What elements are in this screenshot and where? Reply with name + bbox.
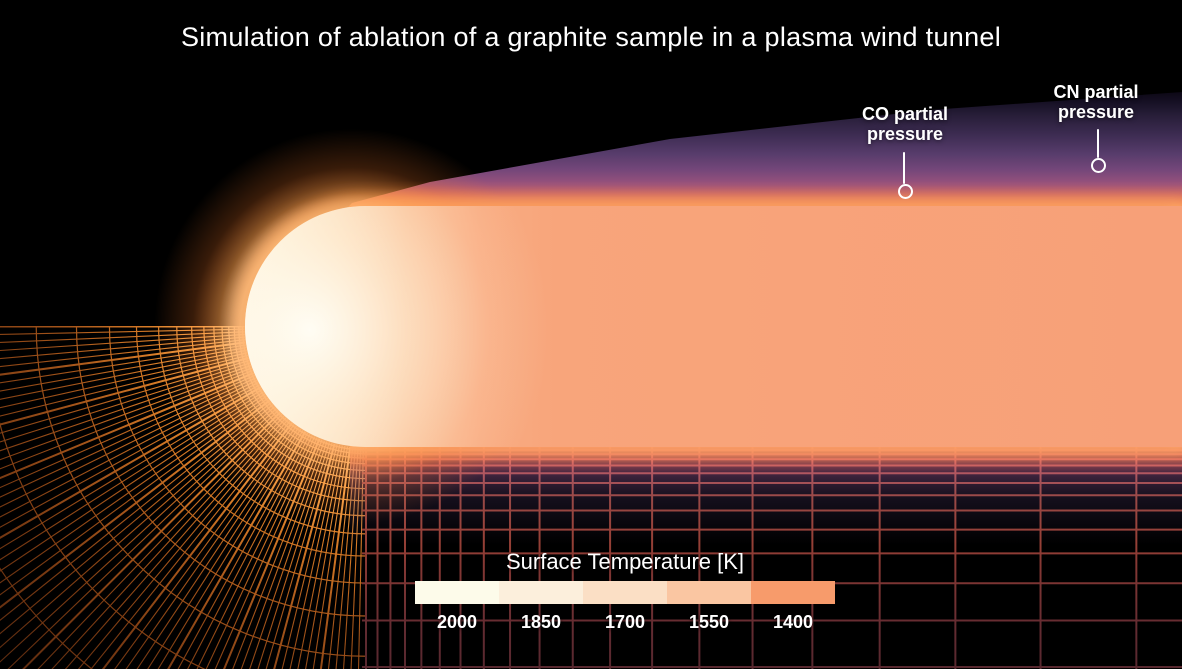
legend-tick-label: 1400 [772,612,814,632]
legend-tick-label: 2000 [436,612,478,632]
cn-leader-line-icon [1097,129,1099,158]
legend-color-segment [415,581,499,604]
legend-labels: 2000 1850 1700 1550 1400 [415,612,835,633]
legend-tick-label: 1550 [688,612,730,632]
figure-title: Simulation of ablation of a graphite sam… [180,22,1002,52]
legend-color-segment [667,581,751,604]
co-leader-line-icon [903,152,905,184]
co-annotation-label: CO partial pressure [861,104,949,144]
legend-tick-label: 1850 [520,612,562,632]
co-marker-circle-icon [898,184,913,199]
legend-tick-label: 1700 [604,612,646,632]
legend-color-segment [583,581,667,604]
cn-annotation-label: CN partial pressure [1053,82,1139,122]
legend-color-segment [499,581,583,604]
colorbar-legend: Surface Temperature [K] 2000 1850 1700 1550… [415,549,835,633]
legend-colorbar [415,581,835,604]
legend-color-segment [751,581,835,604]
legend-title: Surface Temperature [K] [505,549,745,574]
sample-hot-nose-highlight [245,206,1182,447]
cn-marker-circle-icon [1091,158,1106,173]
species-plume-gradient [340,92,1182,216]
